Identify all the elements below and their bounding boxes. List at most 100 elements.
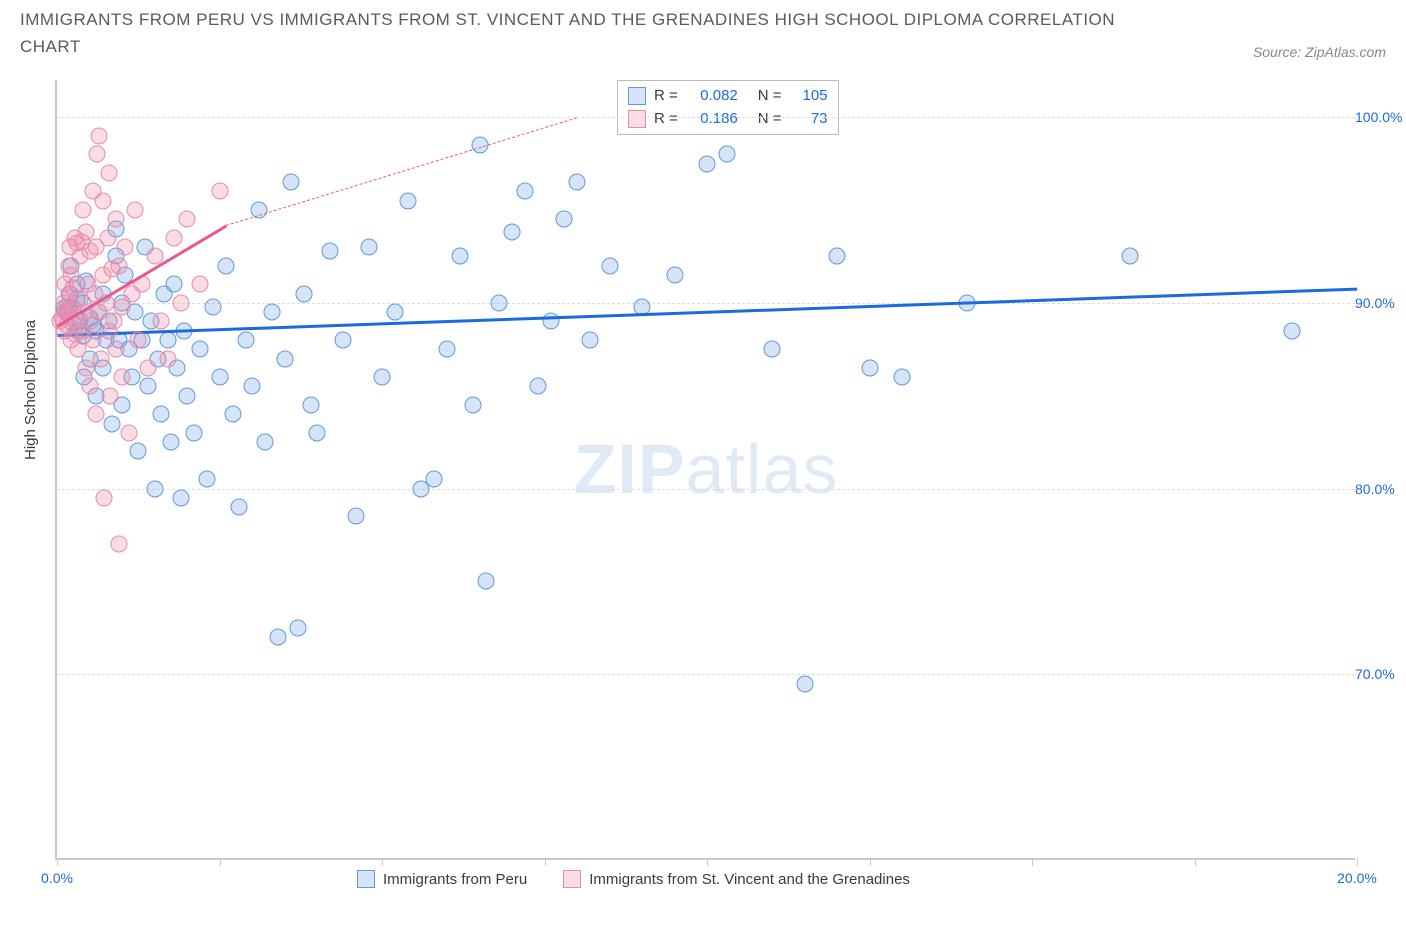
data-point bbox=[159, 332, 176, 349]
data-point bbox=[257, 434, 274, 451]
legend-r-value: 0.186 bbox=[686, 108, 738, 131]
data-point bbox=[130, 332, 147, 349]
data-point bbox=[101, 164, 118, 181]
data-point bbox=[224, 406, 241, 423]
data-point bbox=[179, 211, 196, 228]
trend-line bbox=[226, 117, 577, 226]
legend-n-label: N = bbox=[758, 85, 782, 108]
data-point bbox=[172, 294, 189, 311]
data-point bbox=[302, 397, 319, 414]
x-tick-label: 20.0% bbox=[1337, 870, 1377, 886]
legend-n-label: N = bbox=[758, 108, 782, 131]
legend-series-label: Immigrants from Peru bbox=[383, 871, 527, 888]
data-point bbox=[185, 424, 202, 441]
data-point bbox=[117, 239, 134, 256]
data-point bbox=[81, 378, 98, 395]
data-point bbox=[796, 675, 813, 692]
gridline-h bbox=[57, 489, 1355, 490]
data-point bbox=[289, 619, 306, 636]
legend-r-label: R = bbox=[654, 108, 678, 131]
data-point bbox=[95, 489, 112, 506]
legend-swatch bbox=[563, 870, 581, 888]
watermark: ZIPatlas bbox=[574, 429, 839, 509]
data-point bbox=[263, 304, 280, 321]
data-point bbox=[601, 257, 618, 274]
gridline-h bbox=[57, 303, 1355, 304]
data-point bbox=[146, 480, 163, 497]
legend-series-item: Immigrants from Peru bbox=[357, 870, 527, 888]
legend-stats-row: R =0.186N =73 bbox=[628, 108, 828, 131]
data-point bbox=[666, 267, 683, 284]
data-point bbox=[361, 239, 378, 256]
data-point bbox=[89, 146, 106, 163]
data-point bbox=[91, 127, 108, 144]
legend-swatch bbox=[628, 87, 646, 105]
data-point bbox=[556, 211, 573, 228]
data-point bbox=[530, 378, 547, 395]
data-point bbox=[861, 359, 878, 376]
data-point bbox=[829, 248, 846, 265]
data-point bbox=[192, 276, 209, 293]
data-point bbox=[153, 313, 170, 330]
data-point bbox=[69, 341, 86, 358]
data-point bbox=[452, 248, 469, 265]
legend-stats-box: R =0.082N =105R =0.186N =73 bbox=[617, 80, 839, 135]
chart-title: IMMIGRANTS FROM PERU VS IMMIGRANTS FROM … bbox=[20, 6, 1140, 60]
data-point bbox=[102, 387, 119, 404]
data-point bbox=[569, 174, 586, 191]
data-point bbox=[140, 359, 157, 376]
data-point bbox=[439, 341, 456, 358]
x-tick bbox=[1195, 858, 1196, 866]
data-point bbox=[699, 155, 716, 172]
header-row: IMMIGRANTS FROM PERU VS IMMIGRANTS FROM … bbox=[0, 0, 1406, 60]
legend-stats-row: R =0.082N =105 bbox=[628, 85, 828, 108]
data-point bbox=[517, 183, 534, 200]
data-point bbox=[140, 378, 157, 395]
chart-plot-area: ZIPatlas R =0.082N =105R =0.186N =73 Imm… bbox=[55, 80, 1355, 860]
data-point bbox=[110, 257, 127, 274]
data-point bbox=[237, 332, 254, 349]
data-point bbox=[283, 174, 300, 191]
data-point bbox=[192, 341, 209, 358]
x-tick bbox=[545, 858, 546, 866]
data-point bbox=[348, 508, 365, 525]
data-point bbox=[114, 369, 131, 386]
data-point bbox=[78, 359, 95, 376]
data-point bbox=[244, 378, 261, 395]
data-point bbox=[322, 242, 339, 259]
y-tick-label: 100.0% bbox=[1355, 109, 1406, 125]
legend-bottom: Immigrants from Peru Immigrants from St. … bbox=[357, 870, 910, 888]
data-point bbox=[1284, 322, 1301, 339]
data-point bbox=[296, 285, 313, 302]
data-point bbox=[120, 424, 137, 441]
legend-r-value: 0.082 bbox=[686, 85, 738, 108]
data-point bbox=[99, 229, 116, 246]
data-point bbox=[276, 350, 293, 367]
x-tick bbox=[57, 858, 58, 866]
data-point bbox=[504, 224, 521, 241]
data-point bbox=[106, 313, 123, 330]
data-point bbox=[179, 387, 196, 404]
data-point bbox=[1121, 248, 1138, 265]
data-point bbox=[718, 146, 735, 163]
data-point bbox=[335, 332, 352, 349]
legend-n-value: 105 bbox=[790, 85, 828, 108]
data-point bbox=[582, 332, 599, 349]
data-point bbox=[166, 276, 183, 293]
trend-line bbox=[57, 288, 1357, 337]
data-point bbox=[764, 341, 781, 358]
data-point bbox=[211, 369, 228, 386]
data-point bbox=[110, 536, 127, 553]
y-axis-label: High School Diploma bbox=[22, 320, 39, 460]
data-point bbox=[107, 211, 124, 228]
data-point bbox=[130, 443, 147, 460]
legend-series-item: Immigrants from St. Vincent and the Gren… bbox=[563, 870, 910, 888]
data-point bbox=[231, 499, 248, 516]
data-point bbox=[374, 369, 391, 386]
data-point bbox=[172, 489, 189, 506]
data-point bbox=[426, 471, 443, 488]
data-point bbox=[88, 406, 105, 423]
data-point bbox=[491, 294, 508, 311]
data-point bbox=[465, 397, 482, 414]
data-point bbox=[218, 257, 235, 274]
